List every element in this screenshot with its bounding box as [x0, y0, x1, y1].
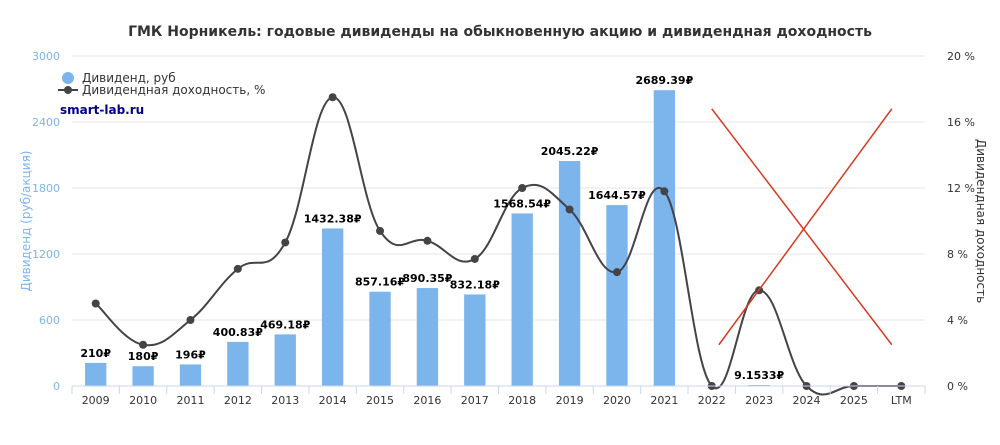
axes: 0 0 % 600 4 % 1200 8 % 1800 12 % 2400 16 % 3000 20 …: [19, 50, 988, 407]
y-tick-label-right: 12 %: [947, 182, 975, 195]
dividend-data-label: 1644.57₽: [588, 189, 646, 202]
dividend-bar: [85, 362, 107, 386]
dividend-bar: [369, 291, 391, 386]
dividend-bar: [606, 205, 628, 386]
legend-bar-marker: [62, 72, 74, 84]
dividend-data-label: 180₽: [128, 350, 159, 363]
dividend-bar: [227, 341, 249, 386]
dividend-data-label: 400.83₽: [213, 326, 263, 339]
y-tick-label-right: 8 %: [947, 248, 968, 261]
x-tick-label: 2021: [650, 394, 678, 407]
chart-title: ГМК Норникель: годовые дивиденды на обык…: [128, 24, 872, 40]
line-series: [91, 93, 906, 396]
yield-line: [95, 96, 902, 396]
x-tick-label: 2016: [413, 394, 441, 407]
x-tick-label: 2014: [319, 394, 347, 407]
dividend-bar: [558, 161, 581, 386]
legend-line-label: Дивидендная доходность, %: [82, 83, 265, 97]
dividend-bar: [464, 294, 486, 386]
x-tick-label: 2018: [508, 394, 536, 407]
x-tick-label: 2024: [793, 394, 821, 407]
x-tick-label: 2015: [366, 394, 394, 407]
x-tick-label: 2011: [176, 394, 204, 407]
legend[interactable]: Дивиденд, руб Дивидендная доходность, %: [58, 71, 265, 97]
x-tick-label: LTM: [891, 394, 912, 407]
yield-point: [328, 93, 337, 102]
dividend-data-label: 857.16₽: [355, 276, 405, 289]
bar-series: [85, 90, 770, 386]
y-tick-label-right: 4 %: [947, 314, 968, 327]
dividend-data-label: 2689.39₽: [635, 74, 693, 87]
yield-point: [565, 205, 574, 214]
x-tick-label: 2020: [603, 394, 631, 407]
y-tick-label-left: 3000: [32, 50, 60, 63]
yield-point: [139, 340, 148, 349]
cross-stroke-1: [711, 108, 893, 346]
y-tick-label-right: 20 %: [947, 50, 975, 63]
dividend-data-label: 469.18₽: [260, 318, 310, 331]
y-tick-label-left: 2400: [32, 116, 60, 129]
dividend-bar: [132, 366, 154, 386]
x-tick-label: 2017: [461, 394, 489, 407]
x-tick-label: 2022: [698, 394, 726, 407]
y-tick-label-left: 1200: [32, 248, 60, 261]
x-tick-label: 2023: [745, 394, 773, 407]
y-tick-label-left: 600: [39, 314, 60, 327]
dividend-bar: [748, 384, 770, 386]
dividend-bar: [179, 364, 202, 386]
x-tick-label: 2010: [129, 394, 157, 407]
y-tick-label-left: 1800: [32, 182, 60, 195]
y-tick-label-left: 0: [53, 380, 60, 393]
dividend-data-label: 2045.22₽: [541, 145, 599, 158]
legend-line-dot: [64, 86, 72, 94]
x-tick-label: 2019: [556, 394, 584, 407]
cross-stroke-2: [718, 108, 893, 346]
y-axis-title-left: Дивиденд (руб/акция): [19, 151, 33, 292]
yield-point: [186, 316, 195, 324]
dividend-data-label: 1432.38₽: [304, 212, 362, 225]
dividend-bar: [416, 288, 439, 386]
dividend-data-label: 9.1533₽: [734, 369, 784, 382]
credit-text[interactable]: smart-lab.ru: [60, 103, 144, 117]
x-tick-label: 2009: [82, 394, 110, 407]
legend-bar-label: Дивиденд, руб: [82, 71, 176, 85]
x-tick-label: 2025: [840, 394, 868, 407]
yield-point: [91, 299, 100, 308]
y-tick-label-right: 16 %: [947, 116, 975, 129]
dividend-data-label: 890.35₽: [402, 272, 452, 285]
yield-point: [470, 254, 479, 263]
yield-point: [518, 184, 527, 192]
dividend-bar: [321, 228, 344, 386]
yield-point: [423, 236, 432, 245]
x-tick-label: 2012: [224, 394, 252, 407]
dividend-data-label: 210₽: [80, 347, 111, 360]
dividend-bar: [511, 213, 533, 386]
yield-point: [281, 238, 290, 247]
yield-point: [612, 268, 621, 277]
yield-point: [233, 264, 242, 273]
data-labels: 210₽ 180₽ 196₽ 400.83₽469.18₽ 1432.38₽ 857.16…: [80, 74, 784, 382]
dividend-data-label: 196₽: [175, 348, 206, 361]
x-tick-label: 2013: [271, 394, 299, 407]
yield-point: [376, 226, 385, 235]
red-cross-annotation: [711, 108, 893, 346]
y-axis-title-right: Дивидендная доходность: [974, 139, 988, 303]
dividend-bar: [653, 90, 676, 386]
yield-point: [660, 187, 669, 196]
y-tick-label-right: 0 %: [947, 380, 968, 393]
dividend-bar: [274, 334, 296, 386]
dividend-data-label: 832.18₽: [450, 278, 500, 291]
dividend-data-label: 1568.54₽: [493, 197, 551, 210]
